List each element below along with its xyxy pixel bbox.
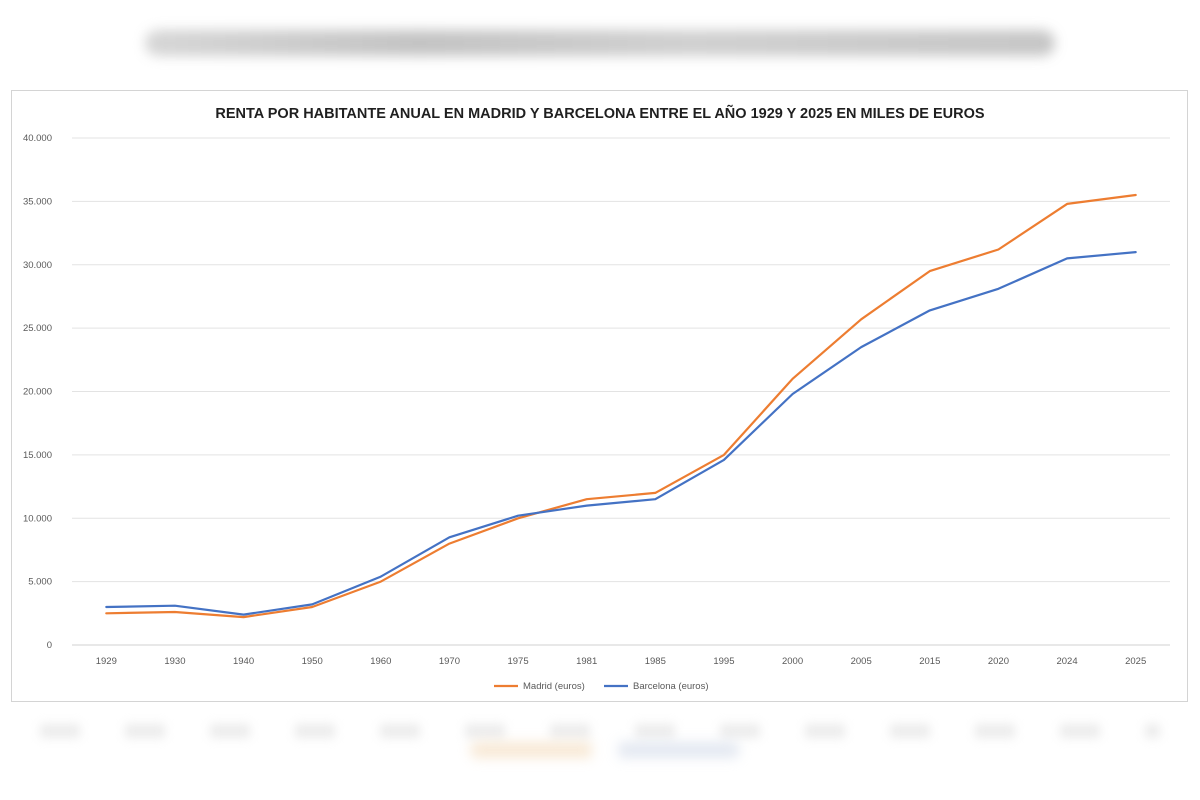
x-tick-label: 1960 xyxy=(370,656,391,667)
blurred-header xyxy=(145,30,1055,56)
x-tick-label: 2005 xyxy=(851,656,872,667)
series-lines xyxy=(105,193,1137,619)
x-tick-label: 1940 xyxy=(233,656,254,667)
y-tick-label: 5.000 xyxy=(28,577,52,588)
blurred-footer-legend xyxy=(470,742,740,758)
y-tick-label: 10.000 xyxy=(23,513,52,524)
x-tick-label: 1981 xyxy=(576,656,597,667)
x-tick-label: 2020 xyxy=(988,656,1009,667)
chart-frame: RENTA POR HABITANTE ANUAL EN MADRID Y BA… xyxy=(11,90,1188,702)
y-tick-label: 15.000 xyxy=(23,450,52,461)
x-tick-label: 2024 xyxy=(1056,656,1077,667)
x-tick-label: 1930 xyxy=(164,656,185,667)
y-tick-label: 35.000 xyxy=(23,196,52,207)
legend: Madrid (euros) Barcelona (euros) xyxy=(494,681,709,692)
legend-label-madrid: Madrid (euros) xyxy=(523,681,585,692)
x-tick-label: 1970 xyxy=(439,656,460,667)
y-axis-ticks: 0 5.000 10.000 15.000 20.000 25.000 30.000 35.0… xyxy=(23,133,52,651)
x-tick-label: 2015 xyxy=(919,656,940,667)
x-tick-label: 1995 xyxy=(713,656,734,667)
line-chart: RENTA POR HABITANTE ANUAL EN MADRID Y BA… xyxy=(23,104,1170,692)
x-tick-label: 2025 xyxy=(1125,656,1146,667)
x-axis-ticks: 1929 1930 1940 1950 1960 1970 1975 1981 1985 1995… xyxy=(96,656,1147,667)
y-tick-label: 20.000 xyxy=(23,387,52,398)
x-tick-label: 1975 xyxy=(507,656,528,667)
legend-label-barcelona: Barcelona (euros) xyxy=(633,681,709,692)
x-tick-label: 1929 xyxy=(96,656,117,667)
y-tick-label: 30.000 xyxy=(23,260,52,271)
x-tick-label: 1985 xyxy=(645,656,666,667)
blurred-footer xyxy=(40,724,1160,738)
y-tick-label: 25.000 xyxy=(23,323,52,334)
grid xyxy=(72,137,1170,646)
y-tick-label: 40.000 xyxy=(23,133,52,144)
chart-title: RENTA POR HABITANTE ANUAL EN MADRID Y BA… xyxy=(215,104,984,122)
y-tick-label: 0 xyxy=(47,640,52,651)
x-tick-label: 1950 xyxy=(302,656,323,667)
x-tick-label: 2000 xyxy=(782,656,803,667)
series-line-madrid xyxy=(105,193,1137,619)
series-line-barcelona xyxy=(105,251,1137,616)
